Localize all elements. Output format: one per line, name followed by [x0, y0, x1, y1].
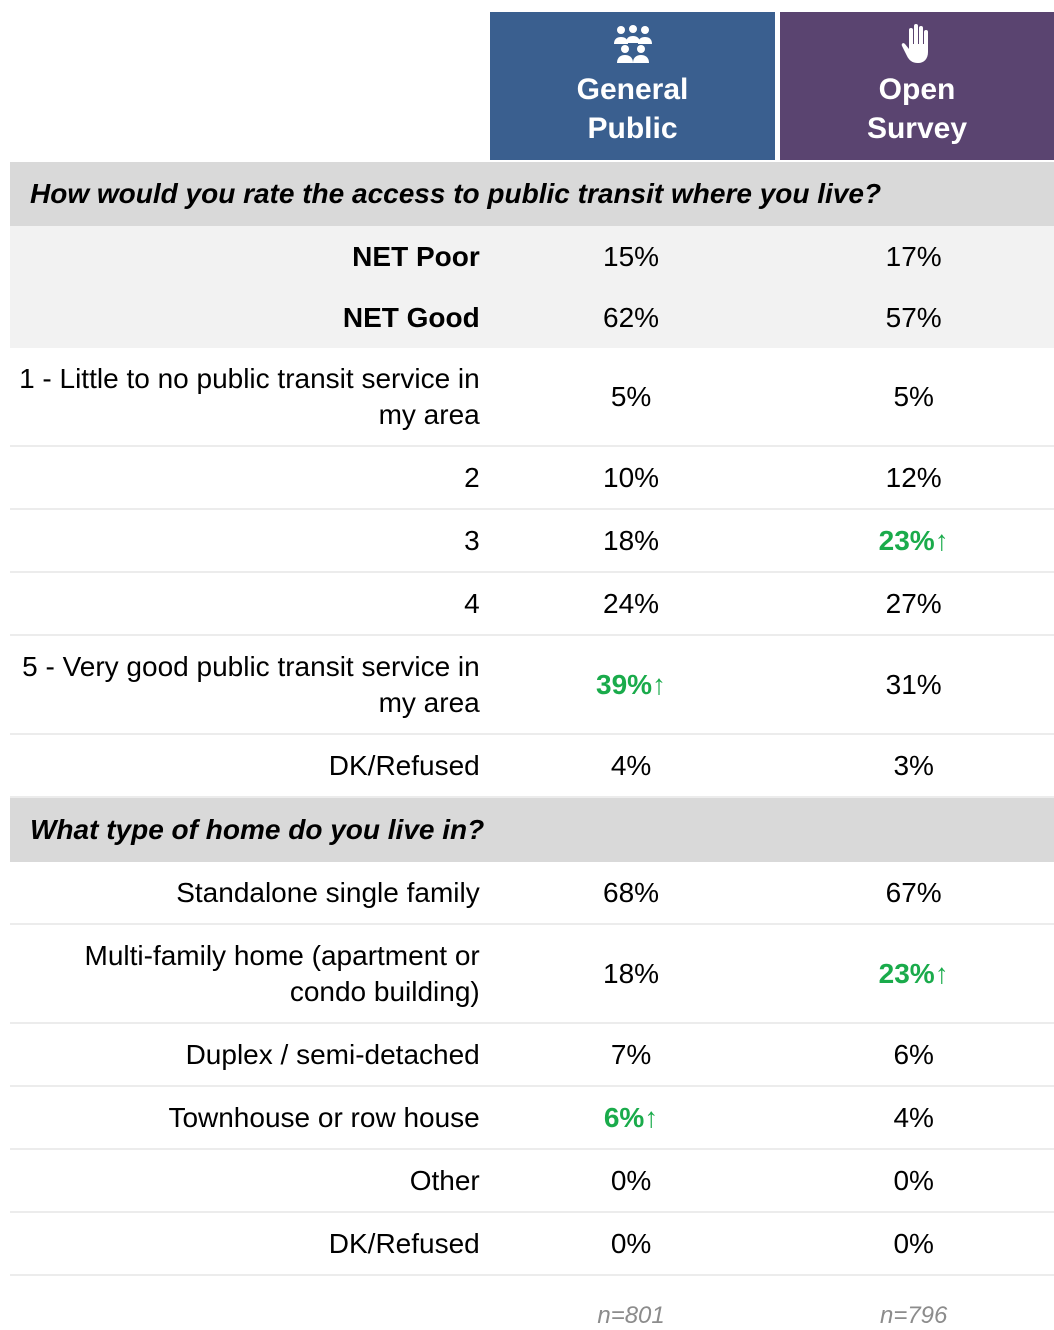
row-label: NET Poor — [352, 241, 480, 272]
value-cell: 4% — [610, 750, 652, 781]
value-cell: 12% — [885, 462, 942, 493]
value-cell: 67% — [885, 877, 942, 908]
table-row: Townhouse or row house 6%↑ 4% — [10, 1087, 1054, 1150]
value-cell: 5% — [893, 381, 934, 412]
row-label: 3 — [464, 525, 480, 556]
table-row: 2 10% 12% — [10, 447, 1054, 510]
table-row: DK/Refused 0% 0% — [10, 1213, 1054, 1276]
value-cell: 0% — [893, 1165, 934, 1196]
row-label: Townhouse or row house — [168, 1102, 480, 1133]
row-label: Standalone single family — [176, 877, 480, 908]
table-row: Other 0% 0% — [10, 1150, 1054, 1213]
value-cell: 23%↑ — [878, 958, 949, 989]
table-row: 1 - Little to no public transit service … — [10, 348, 1054, 447]
value-cell: 6% — [893, 1039, 934, 1070]
value-cell: 27% — [885, 588, 942, 619]
row-label: 1 - Little to no public transit service … — [19, 363, 480, 430]
table-row: Duplex / semi-detached 7% 6% — [10, 1024, 1054, 1087]
table-row: NET Poor 15% 17% — [10, 226, 1054, 287]
column-header: Open Survey — [780, 12, 1054, 160]
value-cell: 18% — [603, 958, 660, 989]
value-cell: 6%↑ — [603, 1102, 659, 1133]
value-cell: 4% — [893, 1102, 934, 1133]
sample-size: n=796 — [879, 1302, 948, 1329]
value-cell: 0% — [893, 1228, 934, 1259]
row-label: Duplex / semi-detached — [185, 1039, 480, 1070]
row-label: Other — [409, 1165, 480, 1196]
footer-row: n=801 n=796 — [10, 1302, 1054, 1330]
value-cell: 68% — [603, 877, 660, 908]
row-label: DK/Refused — [328, 750, 480, 781]
table-row: DK/Refused 4% 3% — [10, 735, 1054, 798]
value-cell: 18% — [603, 525, 660, 556]
value-cell: 15% — [603, 241, 660, 272]
value-cell: 7% — [610, 1039, 652, 1070]
section-question: How would you rate the access to public … — [10, 162, 1054, 226]
table-row: Standalone single family 68% 67% — [10, 862, 1054, 925]
value-cell: 17% — [885, 241, 942, 272]
value-cell: 62% — [603, 302, 660, 333]
value-cell: 10% — [603, 462, 660, 493]
value-cell: 57% — [885, 302, 942, 333]
section-question: What type of home do you live in? — [10, 798, 1054, 862]
value-cell: 5% — [610, 381, 652, 412]
row-label: Multi-family home (apartment or condo bu… — [84, 940, 480, 1007]
table-row: Multi-family home (apartment or condo bu… — [10, 925, 1054, 1024]
column-label: Open Survey — [866, 73, 968, 145]
value-cell: 3% — [893, 750, 934, 781]
value-cell: 39%↑ — [596, 669, 667, 700]
column-header: General Public — [490, 12, 775, 160]
value-cell: 0% — [610, 1165, 652, 1196]
sample-size: n=801 — [597, 1302, 665, 1329]
table-row: 5 - Very good public transit service in … — [10, 636, 1054, 735]
people-icon — [613, 25, 652, 63]
row-label: 5 - Very good public transit service in … — [22, 651, 480, 718]
hand-icon — [901, 24, 928, 63]
value-cell: 23%↑ — [878, 525, 949, 556]
row-label: 4 — [464, 588, 480, 619]
value-cell: 0% — [610, 1228, 652, 1259]
column-label: General Public — [576, 73, 689, 145]
table-row: 3 18% 23%↑ — [10, 510, 1054, 573]
value-cell: 31% — [885, 669, 942, 700]
table-row: NET Good 62% 57% — [10, 287, 1054, 348]
table-row: 4 24% 27% — [10, 573, 1054, 636]
spacer — [10, 1302, 480, 1330]
table-body: How would you rate the access to public … — [10, 162, 1054, 1330]
row-label: NET Good — [342, 302, 480, 333]
row-label: 2 — [464, 462, 480, 493]
value-cell: 24% — [603, 588, 660, 619]
row-label: DK/Refused — [328, 1228, 480, 1259]
